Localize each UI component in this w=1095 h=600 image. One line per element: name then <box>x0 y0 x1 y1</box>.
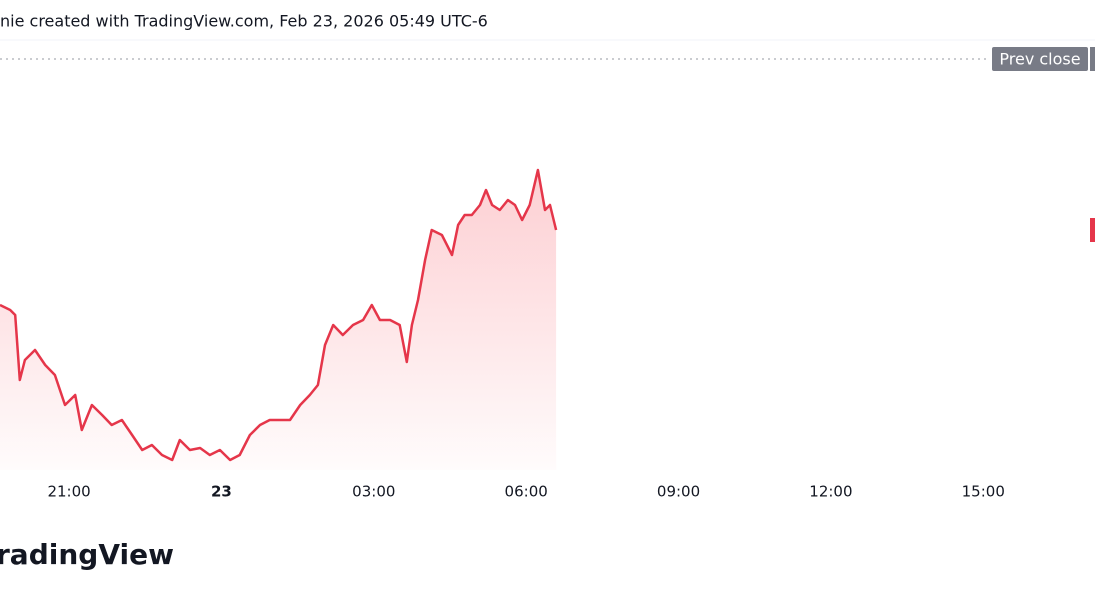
price-line <box>0 168 558 462</box>
prev-close-badge <box>992 47 1088 71</box>
badge-edge <box>1090 47 1095 71</box>
x-tick-label: 09:00 <box>657 483 700 501</box>
brand-logo: radingView <box>0 538 174 571</box>
prev-close-label: Prev close <box>999 50 1080 69</box>
area-fill <box>0 170 557 470</box>
x-tick-label: 03:00 <box>352 483 395 501</box>
x-tick-label: 15:00 <box>962 483 1005 501</box>
x-tick-label: 21:00 <box>47 483 90 501</box>
x-tick-label: 23 <box>211 483 232 501</box>
header-text: nie created with TradingView.com, Feb 23… <box>0 12 488 31</box>
x-tick-label: 06:00 <box>505 483 548 501</box>
last-price-marker <box>1090 218 1095 242</box>
x-tick-label: 12:00 <box>809 483 852 501</box>
